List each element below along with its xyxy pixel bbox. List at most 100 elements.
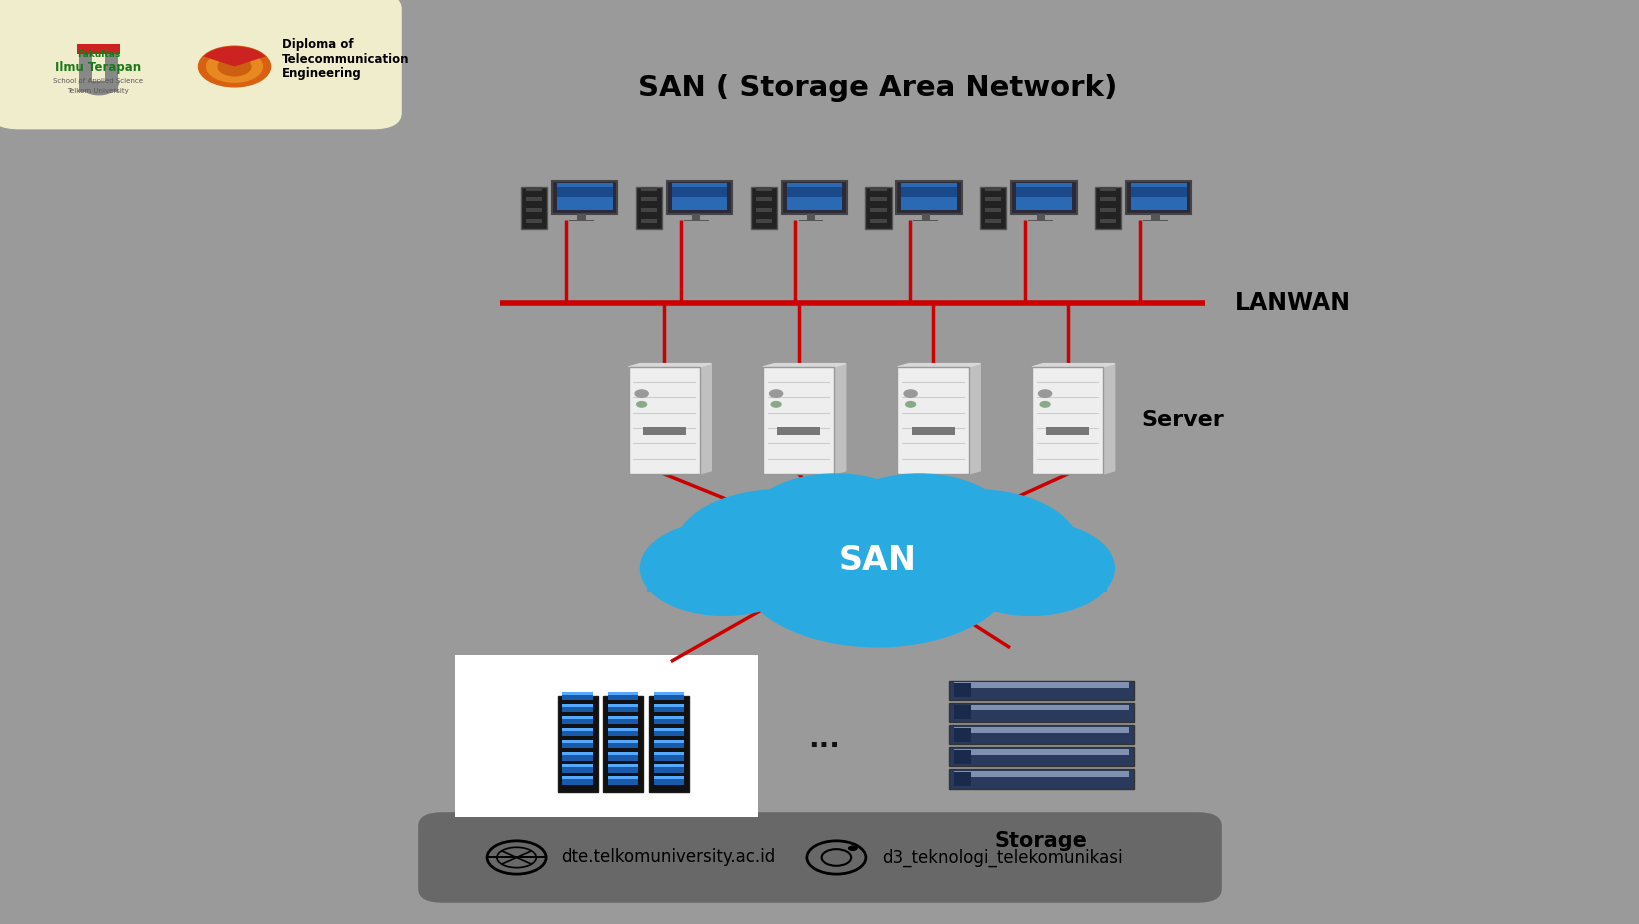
FancyBboxPatch shape	[562, 764, 592, 767]
FancyBboxPatch shape	[654, 716, 683, 719]
FancyBboxPatch shape	[777, 427, 820, 435]
FancyBboxPatch shape	[608, 728, 638, 731]
FancyBboxPatch shape	[454, 655, 757, 817]
FancyBboxPatch shape	[949, 769, 1133, 789]
FancyBboxPatch shape	[636, 187, 662, 229]
Circle shape	[903, 390, 916, 397]
FancyBboxPatch shape	[1100, 219, 1116, 223]
FancyBboxPatch shape	[608, 716, 638, 719]
FancyBboxPatch shape	[954, 772, 1128, 777]
Text: Telkom University: Telkom University	[67, 89, 129, 94]
FancyBboxPatch shape	[921, 213, 929, 221]
FancyBboxPatch shape	[1151, 213, 1159, 221]
FancyBboxPatch shape	[806, 213, 815, 221]
FancyBboxPatch shape	[787, 188, 842, 197]
FancyBboxPatch shape	[870, 197, 887, 201]
FancyBboxPatch shape	[562, 779, 592, 784]
FancyBboxPatch shape	[980, 187, 1006, 229]
FancyBboxPatch shape	[649, 696, 688, 792]
FancyBboxPatch shape	[954, 684, 970, 697]
Circle shape	[905, 402, 915, 407]
FancyBboxPatch shape	[608, 779, 638, 784]
FancyBboxPatch shape	[1036, 213, 1044, 221]
FancyBboxPatch shape	[985, 187, 1001, 190]
Circle shape	[634, 390, 647, 397]
Circle shape	[207, 51, 262, 82]
FancyBboxPatch shape	[782, 181, 846, 213]
FancyBboxPatch shape	[0, 0, 402, 129]
FancyBboxPatch shape	[1011, 181, 1077, 213]
FancyBboxPatch shape	[562, 692, 592, 695]
FancyBboxPatch shape	[562, 752, 592, 755]
FancyBboxPatch shape	[1100, 208, 1116, 213]
FancyBboxPatch shape	[562, 740, 592, 743]
FancyBboxPatch shape	[608, 694, 638, 700]
Circle shape	[636, 402, 646, 407]
FancyBboxPatch shape	[672, 183, 728, 210]
Polygon shape	[969, 364, 980, 474]
FancyBboxPatch shape	[654, 706, 683, 712]
Text: Telecommunication: Telecommunication	[282, 53, 410, 66]
FancyBboxPatch shape	[562, 704, 592, 707]
FancyBboxPatch shape	[418, 812, 1221, 903]
FancyBboxPatch shape	[762, 367, 834, 474]
FancyBboxPatch shape	[683, 220, 708, 222]
FancyBboxPatch shape	[954, 683, 1128, 688]
FancyBboxPatch shape	[1016, 183, 1072, 210]
FancyBboxPatch shape	[654, 752, 683, 755]
FancyBboxPatch shape	[603, 696, 642, 792]
FancyBboxPatch shape	[641, 208, 657, 213]
Text: Ilmu Terapan: Ilmu Terapan	[56, 61, 141, 74]
FancyBboxPatch shape	[870, 187, 887, 190]
FancyBboxPatch shape	[865, 187, 892, 229]
FancyBboxPatch shape	[562, 694, 592, 700]
FancyBboxPatch shape	[672, 188, 728, 197]
Circle shape	[218, 57, 251, 76]
FancyBboxPatch shape	[552, 181, 616, 213]
FancyBboxPatch shape	[949, 724, 1133, 745]
FancyBboxPatch shape	[608, 692, 638, 695]
FancyBboxPatch shape	[654, 743, 683, 748]
FancyBboxPatch shape	[870, 208, 887, 213]
FancyBboxPatch shape	[608, 752, 638, 755]
Circle shape	[847, 845, 857, 851]
FancyBboxPatch shape	[1028, 220, 1052, 222]
Text: Diploma of: Diploma of	[282, 38, 354, 51]
FancyBboxPatch shape	[641, 197, 657, 201]
FancyBboxPatch shape	[562, 743, 592, 748]
Polygon shape	[834, 364, 846, 474]
FancyBboxPatch shape	[654, 730, 683, 736]
Circle shape	[870, 490, 1078, 608]
FancyBboxPatch shape	[562, 767, 592, 772]
FancyBboxPatch shape	[654, 779, 683, 784]
FancyBboxPatch shape	[901, 183, 957, 210]
FancyBboxPatch shape	[562, 716, 592, 719]
Polygon shape	[1031, 364, 1115, 367]
FancyBboxPatch shape	[1100, 187, 1116, 190]
Circle shape	[770, 402, 780, 407]
FancyBboxPatch shape	[654, 704, 683, 707]
Text: Storage: Storage	[995, 831, 1087, 851]
FancyBboxPatch shape	[562, 718, 592, 724]
FancyBboxPatch shape	[1126, 181, 1190, 213]
FancyBboxPatch shape	[756, 219, 772, 223]
FancyBboxPatch shape	[985, 208, 1001, 213]
FancyBboxPatch shape	[870, 219, 887, 223]
FancyBboxPatch shape	[557, 183, 613, 210]
FancyBboxPatch shape	[654, 767, 683, 772]
FancyBboxPatch shape	[608, 767, 638, 772]
FancyBboxPatch shape	[654, 755, 683, 760]
FancyBboxPatch shape	[526, 187, 543, 190]
FancyBboxPatch shape	[954, 727, 1128, 733]
Circle shape	[675, 490, 883, 608]
Circle shape	[769, 390, 782, 397]
FancyBboxPatch shape	[756, 197, 772, 201]
FancyBboxPatch shape	[105, 51, 118, 92]
Polygon shape	[1103, 364, 1115, 474]
FancyBboxPatch shape	[77, 44, 120, 54]
FancyBboxPatch shape	[1142, 220, 1167, 222]
FancyBboxPatch shape	[787, 183, 842, 210]
Wedge shape	[203, 46, 266, 67]
FancyBboxPatch shape	[654, 728, 683, 731]
FancyBboxPatch shape	[756, 208, 772, 213]
